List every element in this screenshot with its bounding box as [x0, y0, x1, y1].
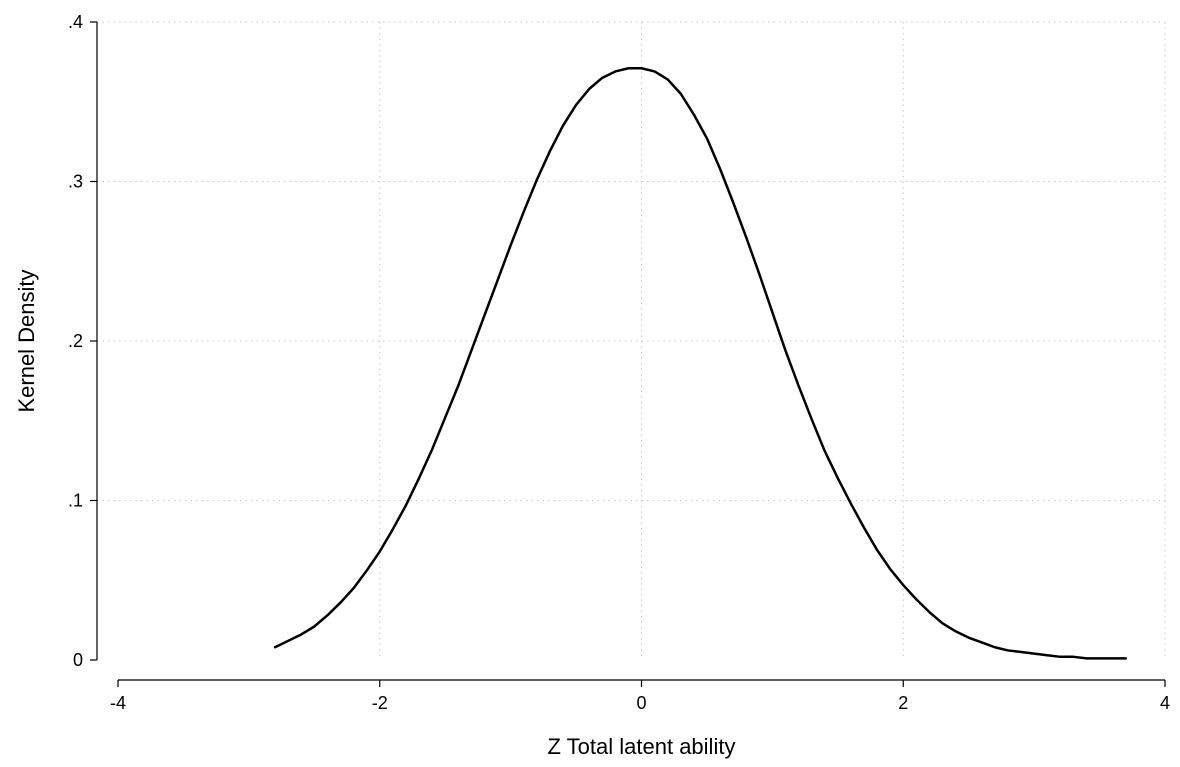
x-axis-ticks: -4 -2 0 2 4 [110, 680, 1170, 713]
y-tick-label: .4 [68, 12, 83, 32]
x-tick-label: -2 [372, 693, 388, 713]
y-tick-label: .3 [68, 172, 83, 192]
y-axis-ticks: 0 .1 .2 .3 .4 [68, 12, 97, 670]
x-axis-title: Z Total latent ability [548, 734, 736, 759]
y-tick-label: .1 [68, 491, 83, 511]
x-tick-label: 2 [898, 693, 908, 713]
kernel-density-line [273, 67, 1127, 660]
y-axis-title: Kernel Density [14, 269, 39, 412]
x-tick-label: 0 [636, 693, 646, 713]
x-tick-label: 4 [1160, 693, 1170, 713]
y-tick-label: .2 [68, 331, 83, 351]
grid-lines [97, 21, 1166, 660]
x-tick-label: -4 [110, 693, 126, 713]
y-tick-label: 0 [73, 650, 83, 670]
